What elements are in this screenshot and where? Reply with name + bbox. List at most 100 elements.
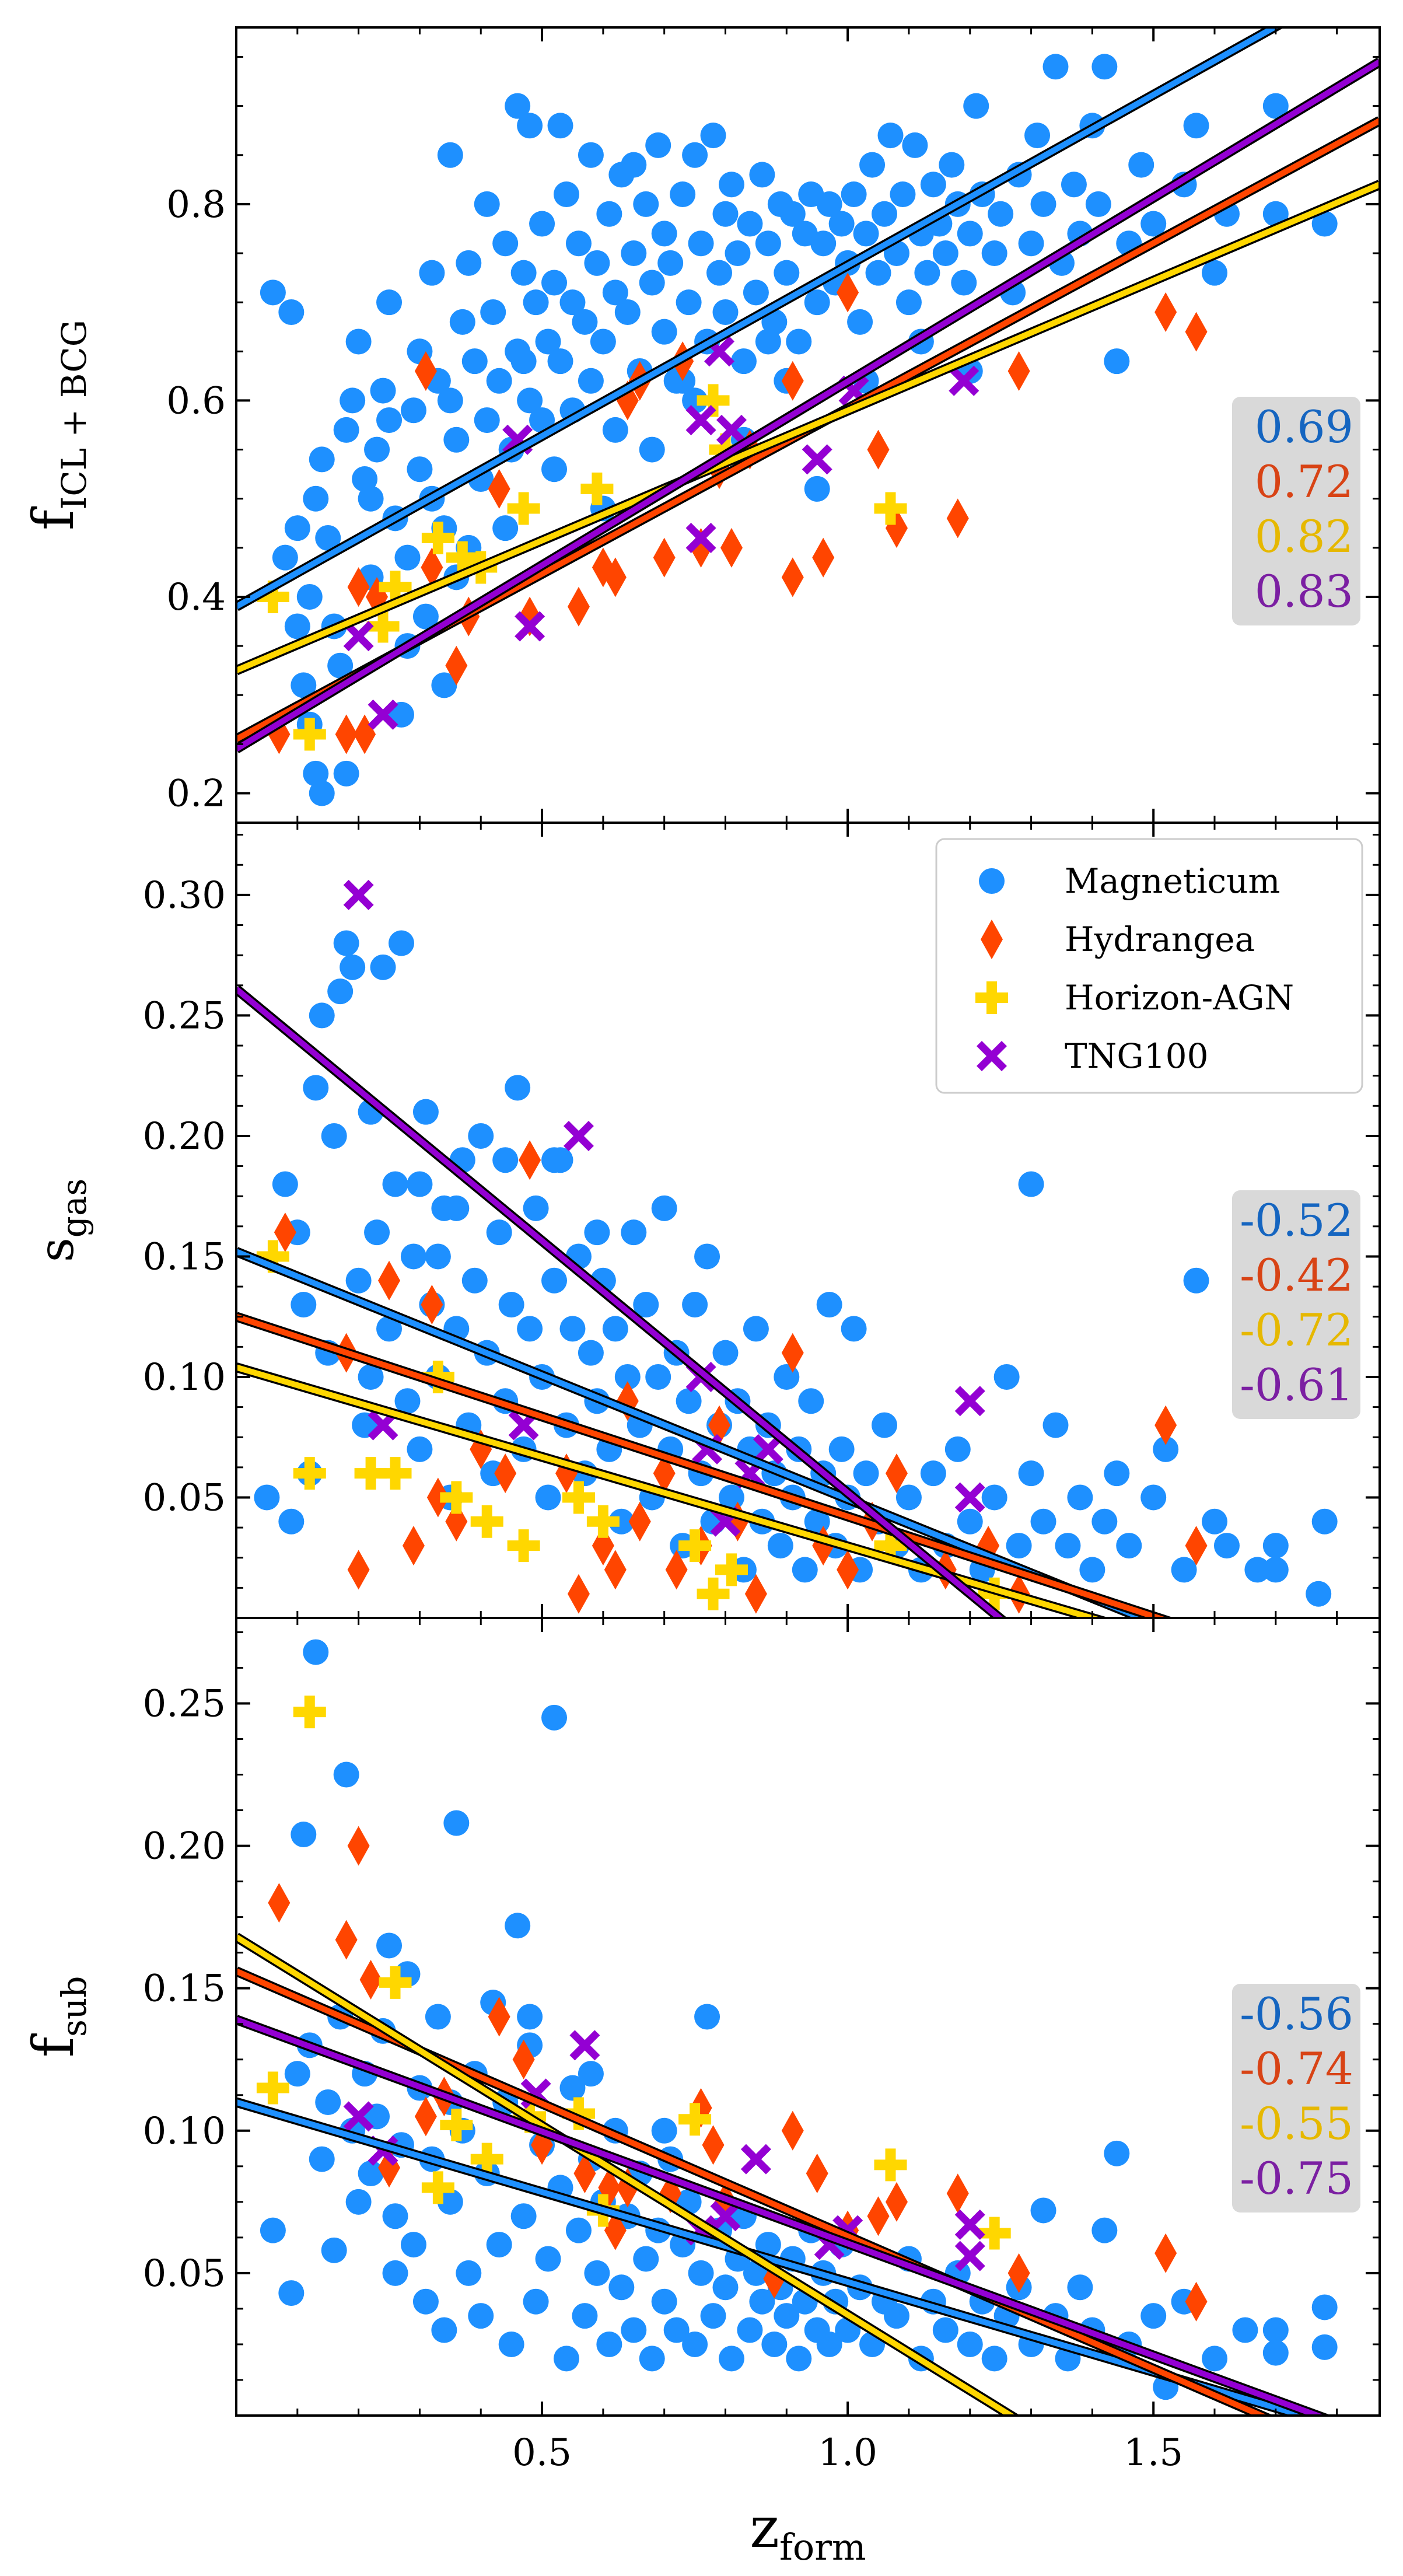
point-magneticum [474, 191, 500, 217]
point-magneticum [639, 436, 665, 463]
point-magneticum [1262, 1557, 1289, 1583]
point-magneticum [633, 191, 659, 217]
point-magneticum [486, 2232, 512, 2258]
point-magneticum [517, 387, 543, 414]
point-magneticum [333, 930, 359, 956]
point-magneticum [688, 230, 714, 257]
point-magneticum [572, 309, 598, 335]
point-magneticum [853, 1460, 879, 1487]
point-horizon-agn [293, 718, 326, 751]
point-magneticum [443, 427, 470, 453]
point-magneticum [895, 1484, 922, 1511]
point-tng100 [343, 621, 374, 652]
point-magneticum [376, 1316, 403, 1342]
point-magneticum [394, 1388, 421, 1414]
point-magneticum [376, 289, 403, 316]
point-magneticum [621, 1219, 647, 1246]
point-magneticum [774, 260, 800, 286]
point-magneticum [510, 2203, 537, 2229]
point-magneticum [1079, 1557, 1105, 1583]
point-hydrangea [335, 714, 358, 754]
point-magneticum [841, 181, 867, 208]
point-magneticum [804, 476, 830, 502]
point-hydrangea [378, 1260, 401, 1301]
point-magneticum [786, 328, 812, 355]
point-magneticum [480, 299, 506, 325]
point-magneticum [883, 2303, 909, 2329]
y-axis: 0.05 0.10 0.15 0.20 0.25 0.30 [143, 834, 1380, 1619]
point-magneticum [633, 1292, 659, 1318]
correlation-horizon-agn: 0.82 [1255, 511, 1353, 562]
point-magneticum [456, 2260, 482, 2286]
point-magneticum [1104, 2140, 1130, 2166]
point-magneticum [388, 930, 414, 956]
point-magneticum [810, 230, 837, 257]
point-magneticum [749, 2288, 775, 2315]
point-hydrangea [885, 2182, 908, 2222]
point-magneticum [517, 1316, 543, 1342]
correlation-box: -0.56-0.74-0.55-0.75 [1232, 1984, 1360, 2213]
point-magneticum [828, 1436, 855, 1462]
point-magneticum [535, 2246, 561, 2272]
point-magneticum [957, 1508, 983, 1535]
point-magneticum [1262, 2317, 1289, 2343]
point-hydrangea [426, 1477, 449, 1518]
point-magneticum [877, 123, 904, 149]
point-magneticum [920, 172, 946, 198]
point-magneticum [517, 113, 543, 139]
point-tng100 [949, 365, 979, 396]
point-tng100 [515, 611, 545, 642]
point-magneticum [486, 1219, 512, 1246]
point-magneticum [1030, 2197, 1056, 2224]
point-magneticum [547, 348, 573, 375]
point-magneticum [1153, 1436, 1179, 1462]
point-magneticum [694, 2004, 720, 2030]
point-tng100 [802, 444, 832, 475]
point-tng100 [740, 2144, 771, 2175]
point-horizon-agn [874, 2148, 907, 2182]
point-magneticum [535, 1484, 561, 1511]
point-hydrangea [946, 2173, 969, 2214]
point-horizon-agn [580, 472, 614, 505]
point-magneticum [553, 181, 579, 208]
point-hydrangea [414, 351, 437, 391]
fit-line-horizon-agn [236, 1362, 1110, 1618]
point-magneticum [407, 1171, 433, 1197]
point-magneticum [541, 456, 568, 483]
point-tng100 [710, 2201, 741, 2232]
point-magneticum [498, 2331, 524, 2357]
point-magneticum [529, 211, 555, 237]
point-magneticum [1140, 211, 1167, 237]
correlation-magneticum: -0.56 [1240, 1988, 1353, 2040]
point-magneticum [1061, 172, 1087, 198]
point-magneticum [291, 1822, 317, 1848]
point-magneticum [309, 446, 335, 473]
point-magneticum [315, 525, 341, 551]
point-hydrangea [488, 1997, 510, 2037]
point-magneticum [510, 348, 537, 375]
point-hydrangea [274, 1212, 296, 1253]
point-magneticum [1232, 2317, 1258, 2343]
point-magneticum [694, 1243, 720, 1270]
point-hydrangea [781, 361, 804, 401]
correlation-horizon-agn: -0.55 [1240, 2098, 1353, 2149]
point-magneticum [621, 152, 647, 178]
point-magneticum [333, 417, 359, 443]
point-horizon-agn [715, 1553, 748, 1586]
point-magneticum [682, 2331, 708, 2357]
point-magneticum [590, 328, 616, 355]
point-magneticum [327, 652, 354, 679]
x-ticks [296, 1618, 1338, 2416]
point-magneticum [792, 1557, 818, 1583]
point-magneticum [559, 289, 586, 316]
point-hydrangea [488, 469, 510, 509]
point-magneticum [1030, 1508, 1056, 1535]
point-magneticum [535, 328, 561, 355]
point-magneticum [1183, 1267, 1209, 1294]
point-hydrangea [592, 1526, 614, 1566]
point-magneticum [1311, 1508, 1338, 1535]
panel-f-sub: 0.05 0.10 0.15 0.20 0.25 fsub -0.56-0.74-0.55-… [21, 1617, 1381, 2417]
correlation-hydrangea: -0.74 [1240, 2043, 1353, 2095]
correlation-hydrangea: 0.72 [1255, 456, 1353, 508]
point-magneticum [1183, 113, 1209, 139]
